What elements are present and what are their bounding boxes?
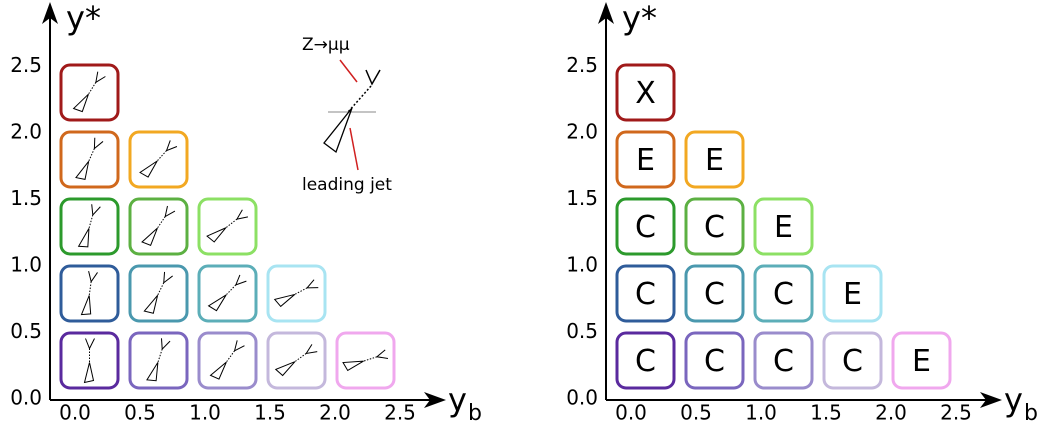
annotation-z: Z→μμ (302, 35, 350, 55)
cell: E (824, 266, 881, 321)
cell: E (617, 132, 674, 187)
cell (130, 333, 187, 388)
x-tick-label: 1.0 (745, 401, 777, 425)
cell-label: C (635, 344, 656, 379)
x-tick-label: 0.5 (124, 401, 156, 425)
y-tick-label: 1.0 (566, 253, 598, 277)
cell-label: C (704, 277, 725, 312)
x-tick-label: 2.0 (319, 401, 351, 425)
cell-box (337, 333, 394, 388)
cell: E (755, 199, 812, 254)
x-axis-label-sub: b (468, 401, 482, 426)
cell (268, 266, 325, 321)
cell-label: C (635, 210, 656, 245)
cell: C (686, 266, 743, 321)
x-tick-label: 2.0 (875, 401, 907, 425)
y-tick-label: 1.5 (10, 186, 42, 210)
y-tick-label: 2.5 (566, 53, 598, 77)
cell-label: E (636, 143, 655, 178)
x-tick-label: 2.5 (940, 401, 972, 425)
cell: C (686, 199, 743, 254)
x-tick-label: 0.0 (615, 401, 647, 425)
cell-label: C (635, 277, 656, 312)
cell: C (617, 266, 674, 321)
cell-label: C (773, 277, 794, 312)
x-tick-label: 0.0 (59, 401, 91, 425)
x-tick-label: 1.5 (810, 401, 842, 425)
y-tick-label: 0.5 (10, 319, 42, 343)
cell: C (755, 333, 812, 388)
cell: E (686, 132, 743, 187)
cell-label: C (704, 344, 725, 379)
cell: C (617, 199, 674, 254)
cell (61, 199, 118, 254)
cell (130, 132, 187, 187)
cell (199, 333, 256, 388)
y-tick-label: 0.0 (566, 386, 598, 410)
x-axis-label: y (1004, 381, 1023, 419)
cell (61, 333, 118, 388)
y-tick-label: 2.0 (10, 120, 42, 144)
cell-label: E (912, 344, 931, 379)
annotation-jet: leading jet (302, 175, 392, 195)
y-tick-label: 2.0 (566, 120, 598, 144)
cell-box (130, 333, 187, 388)
cell (130, 199, 187, 254)
diagram: Z→μμ leading jet y*yb0.00.51.01.52.02.50… (0, 0, 1043, 431)
cell (268, 333, 325, 388)
y-tick-label: 0.5 (566, 319, 598, 343)
cell (130, 266, 187, 321)
cell (61, 132, 118, 187)
x-tick-label: 2.5 (384, 401, 416, 425)
cell (199, 266, 256, 321)
x-tick-label: 1.5 (254, 401, 286, 425)
cell-label: C (704, 210, 725, 245)
jet-annotation: Z→μμ leading jet (302, 35, 392, 195)
cell-label: C (773, 344, 794, 379)
y-tick-label: 0.0 (10, 386, 42, 410)
y-tick-label: 2.5 (10, 53, 42, 77)
cell (61, 266, 118, 321)
cell: X (617, 65, 674, 120)
y-tick-label: 1.5 (566, 186, 598, 210)
cell-label: C (842, 344, 863, 379)
cell: C (755, 266, 812, 321)
x-axis-label-sub: b (1024, 401, 1038, 426)
cell (61, 65, 118, 120)
x-axis-label: y (448, 381, 467, 419)
x-tick-label: 0.5 (680, 401, 712, 425)
cell: C (824, 333, 881, 388)
cell-label: X (635, 76, 656, 111)
cell: E (893, 333, 950, 388)
cell-label: E (705, 143, 724, 178)
y-tick-label: 1.0 (10, 253, 42, 277)
x-tick-label: 1.0 (189, 401, 221, 425)
cell: C (617, 333, 674, 388)
cell (199, 199, 256, 254)
cell (337, 333, 394, 388)
cell-label: E (774, 210, 793, 245)
cell: C (686, 333, 743, 388)
cell-label: E (843, 277, 862, 312)
y-axis-label: y* (66, 0, 101, 37)
y-axis-label: y* (622, 0, 657, 37)
